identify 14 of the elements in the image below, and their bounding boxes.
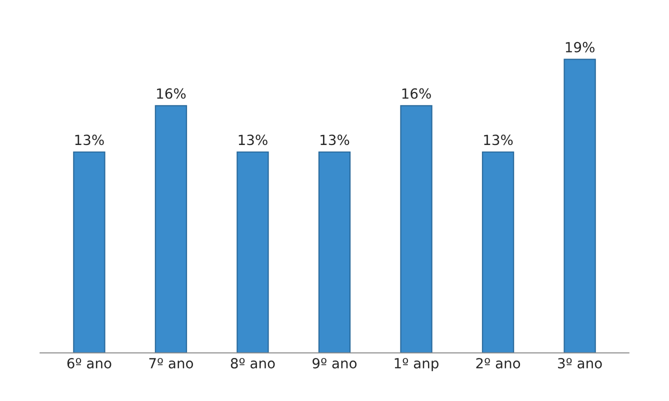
data-label: 16%: [402, 88, 431, 99]
x-tick-label: 8º ano: [230, 358, 275, 368]
x-tick-label: 9º ano: [312, 358, 357, 368]
x-tick-label: 7º ano: [149, 358, 194, 368]
data-label: 13%: [320, 134, 350, 146]
x-tick-label: 1º anp: [394, 358, 438, 372]
x-tick-label: 2º ano: [476, 358, 520, 368]
data-label: 13%: [75, 134, 104, 146]
data-label: 16%: [157, 88, 186, 99]
x-tick-label: 6º ano: [67, 358, 112, 368]
data-label: 13%: [484, 134, 513, 146]
data-label: 13%: [238, 134, 268, 146]
x-tick-label: 3º ano: [558, 358, 602, 368]
data-label: 19%: [566, 42, 594, 52]
